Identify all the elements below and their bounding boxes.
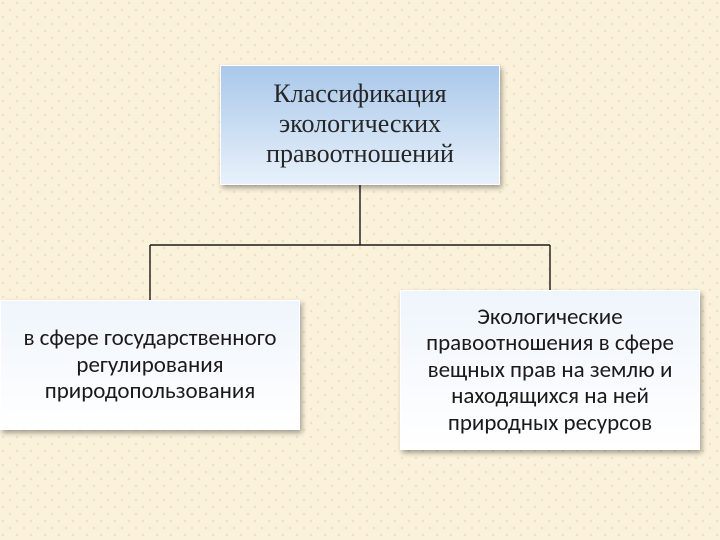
- child-node-right-label: Экологические правоотношения в сфере вещ…: [415, 304, 685, 436]
- child-node-left-label: в сфере государственного регулирования п…: [15, 325, 285, 404]
- root-node-label: Классификация экологических правоотношен…: [235, 80, 485, 170]
- child-node-right: Экологические правоотношения в сфере вещ…: [400, 290, 700, 450]
- diagram-canvas: Классификация экологических правоотношен…: [0, 0, 720, 540]
- root-node: Классификация экологических правоотношен…: [220, 65, 500, 185]
- child-node-left: в сфере государственного регулирования п…: [0, 300, 300, 430]
